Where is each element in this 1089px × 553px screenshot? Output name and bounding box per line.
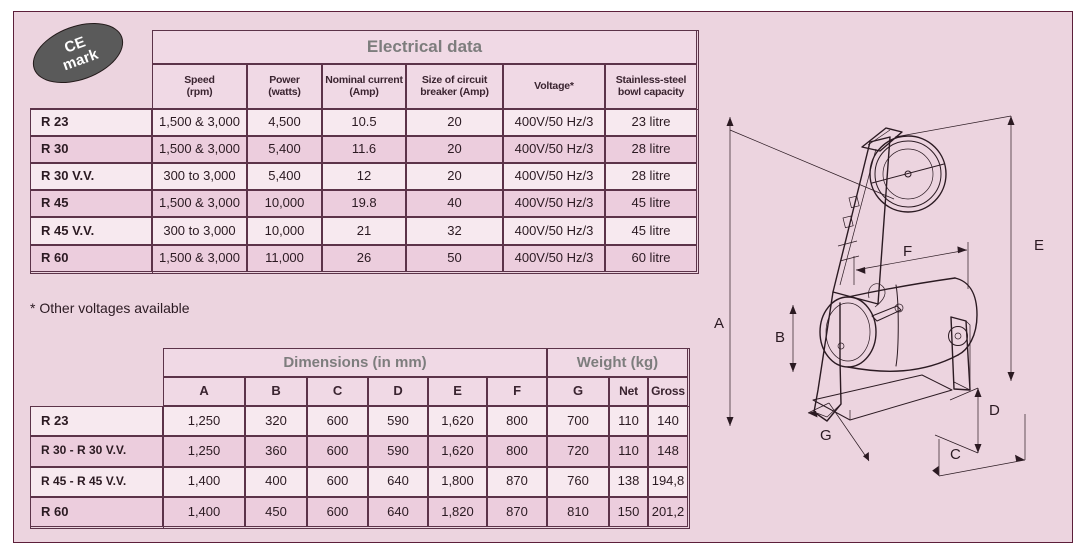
svg-text:F: F — [903, 243, 912, 260]
svg-text:C: C — [950, 446, 961, 463]
svg-text:G: G — [820, 427, 832, 444]
svg-text:A: A — [714, 315, 724, 332]
svg-text:B: B — [775, 329, 785, 346]
svg-text:E: E — [1034, 237, 1044, 254]
svg-text:D: D — [989, 402, 1000, 419]
